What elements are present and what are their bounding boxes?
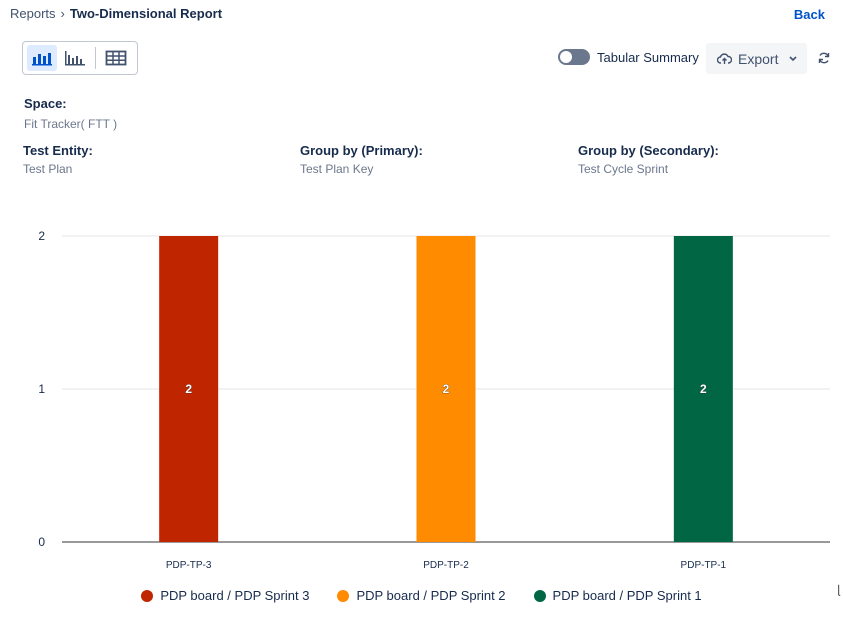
x-tick-label: PDP-TP-2 — [423, 560, 469, 571]
bar-chart: 0 1 2 2 PDP-TP-3 2 PDP-TP-2 2 PDP-TP-1 — [38, 229, 830, 571]
refresh-button[interactable] — [817, 51, 831, 70]
legend-dot-icon — [533, 589, 546, 602]
chart-legend: PDP board / PDP Sprint 3 PDP board / PDP… — [0, 588, 843, 603]
page-title: Two-Dimensional Report — [69, 6, 223, 21]
legend-label: PDP board / PDP Sprint 1 — [552, 588, 702, 603]
column-chart-icon — [65, 51, 85, 66]
legend-item[interactable]: PDP board / PDP Sprint 1 — [533, 588, 702, 603]
back-link[interactable]: Back — [793, 7, 825, 22]
x-tick-label: PDP-TP-3 — [166, 560, 212, 571]
x-tick-label: PDP-TP-1 — [681, 560, 727, 571]
legend-dot-icon — [337, 589, 350, 602]
group-primary-value: Test Plan Key — [300, 162, 374, 176]
bar — [416, 236, 476, 542]
table-grid-icon — [105, 50, 127, 66]
toggle-knob — [560, 51, 572, 63]
space-label: Space: — [24, 96, 67, 111]
bar — [673, 236, 733, 542]
view-switch-divider — [95, 47, 96, 69]
group-primary-label: Group by (Primary): — [300, 143, 423, 158]
chevron-right-icon: › — [60, 6, 65, 21]
chevron-down-icon — [789, 55, 798, 61]
y-tick-label: 0 — [38, 535, 45, 549]
test-entity-value: Test Plan — [23, 162, 73, 176]
group-secondary-value: Test Cycle Sprint — [578, 162, 669, 176]
y-tick-label: 1 — [38, 382, 45, 396]
bar-data-label: 2 — [443, 382, 450, 396]
table-view-button[interactable] — [101, 45, 131, 71]
legend-dot-icon — [141, 589, 154, 602]
bar-chart-view-button[interactable] — [27, 45, 57, 71]
bar-chart-icon — [32, 53, 52, 66]
legend-item[interactable]: PDP board / PDP Sprint 2 — [337, 588, 506, 603]
legend-item[interactable]: PDP board / PDP Sprint 3 — [141, 588, 309, 603]
tabular-summary-label: Tabular Summary — [597, 49, 699, 65]
bar-data-label: 2 — [185, 382, 192, 396]
group-secondary-label: Group by (Secondary): — [578, 143, 719, 158]
y-tick-label: 2 — [38, 229, 45, 243]
test-entity-label: Test Entity: — [23, 143, 93, 158]
export-label: Export — [738, 50, 779, 67]
breadcrumb-reports-link[interactable]: Reports — [10, 6, 56, 21]
cloud-upload-icon — [717, 53, 732, 64]
refresh-icon — [818, 52, 830, 64]
legend-label: PDP board / PDP Sprint 2 — [356, 588, 506, 603]
tabular-summary-toggle[interactable] — [558, 49, 590, 65]
space-value: Fit Tracker( FTT ) — [24, 117, 118, 131]
legend-label: PDP board / PDP Sprint 3 — [160, 588, 310, 603]
view-switcher — [22, 41, 138, 75]
export-button[interactable]: Export — [706, 43, 807, 74]
column-chart-view-button[interactable] — [60, 45, 90, 71]
text-cursor-icon — [838, 584, 841, 596]
bar-data-label: 2 — [700, 382, 707, 396]
breadcrumb: Reports › Two-Dimensional Report — [10, 6, 222, 21]
bar — [159, 236, 219, 542]
tabular-summary-control: Tabular Summary — [558, 49, 699, 65]
